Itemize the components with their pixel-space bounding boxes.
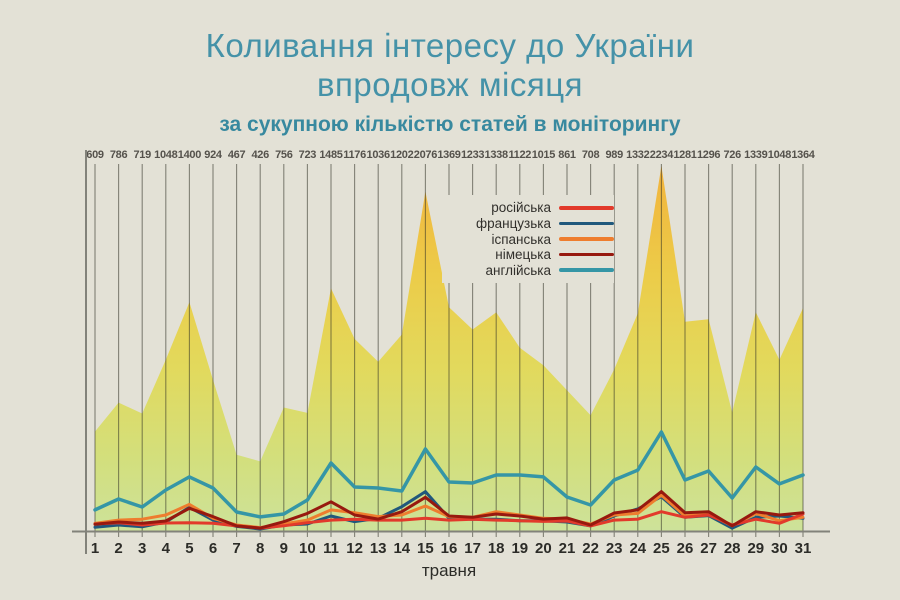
page-title-line2: впродовж місяця	[316, 66, 584, 103]
total-value-label: 861	[558, 149, 576, 161]
day-label: 10	[299, 540, 316, 557]
day-label: 17	[464, 540, 481, 557]
total-value-label: 1048	[154, 149, 177, 161]
legend-item-english: англійська	[442, 262, 614, 278]
legend-item-german: німецька	[442, 247, 614, 263]
total-value-label: 708	[582, 149, 600, 161]
total-value-label: 1015	[532, 149, 555, 161]
day-label: 26	[677, 540, 694, 557]
total-value-label: 924	[204, 149, 223, 161]
day-label: 14	[393, 540, 410, 557]
total-value-label: 1339	[744, 149, 767, 161]
day-label: 5	[185, 540, 193, 557]
total-value-label: 719	[133, 149, 151, 161]
legend-swatch	[559, 268, 614, 272]
legend-item-spanish: іспанська	[442, 231, 614, 247]
day-label: 18	[488, 540, 505, 557]
day-label: 2	[114, 540, 122, 557]
title-block: Коливання інтересу до України впродовж м…	[0, 26, 900, 137]
total-value-label: 723	[299, 149, 317, 161]
day-label: 9	[280, 540, 288, 557]
x-axis-title: травня	[421, 561, 477, 580]
day-label: 7	[232, 540, 240, 557]
day-label: 27	[700, 540, 717, 557]
day-label: 20	[535, 540, 552, 557]
day-label: 29	[747, 540, 764, 557]
total-value-label: 1122	[508, 149, 531, 161]
total-value-label: 1369	[437, 149, 460, 161]
total-value-label: 989	[605, 149, 623, 161]
total-value-label: 1485	[319, 149, 342, 161]
total-value-label: 1296	[697, 149, 720, 161]
legend-label: російська	[491, 200, 551, 216]
day-label: 4	[162, 540, 171, 557]
legend-item-french: французька	[442, 216, 614, 232]
page-title-line1: Коливання інтересу до України	[205, 27, 695, 64]
total-value-label: 1233	[461, 149, 484, 161]
total-value-label: 1036	[367, 149, 390, 161]
total-value-label: 1281	[673, 149, 696, 161]
total-value-label: 1048	[768, 149, 791, 161]
day-label: 24	[629, 540, 646, 557]
day-label: 19	[511, 540, 528, 557]
day-label: 16	[441, 540, 458, 557]
day-label: 30	[771, 540, 788, 557]
page-subtitle: за сукупною кількістю статей в моніторин…	[219, 113, 681, 136]
legend-label: іспанська	[491, 231, 551, 247]
legend-swatch	[559, 252, 614, 257]
total-value-label: 756	[275, 149, 293, 161]
legend-label: німецька	[495, 247, 551, 263]
total-value-label: 726	[723, 149, 741, 161]
day-label: 25	[653, 540, 670, 557]
day-label: 22	[582, 540, 599, 557]
total-value-label: 1400	[178, 149, 201, 161]
legend-swatch	[559, 206, 614, 210]
legend-label: англійська	[485, 262, 551, 278]
day-label: 13	[370, 540, 387, 557]
day-label: 3	[138, 540, 146, 557]
legend-label: французька	[476, 215, 551, 231]
day-label: 15	[417, 540, 434, 557]
day-label: 8	[256, 540, 264, 557]
total-value-label: 786	[110, 149, 128, 161]
total-value-label: 467	[228, 149, 246, 161]
total-value-label: 426	[251, 149, 269, 161]
legend-item-russian: російська	[442, 200, 614, 216]
series-line-russian	[93, 510, 805, 530]
series-line-german	[93, 490, 805, 530]
day-label: 21	[559, 540, 576, 557]
day-label: 1	[91, 540, 99, 557]
series-line-english	[93, 430, 805, 519]
day-label: 11	[323, 540, 339, 557]
legend-swatch	[559, 237, 614, 241]
total-value-label: 1338	[485, 149, 508, 161]
legend-swatch	[559, 221, 614, 226]
total-value-label: 1364	[791, 149, 815, 161]
day-label: 31	[795, 540, 812, 557]
total-value-label: 2076	[414, 149, 437, 161]
day-label: 12	[346, 540, 363, 557]
day-label: 6	[209, 540, 217, 557]
total-value-label: 1332	[626, 149, 649, 161]
total-value-label: 609	[86, 149, 104, 161]
day-label: 28	[724, 540, 741, 557]
total-value-label: 2234	[650, 149, 674, 161]
total-value-label: 1202	[390, 149, 413, 161]
total-value-label: 1176	[343, 149, 366, 161]
day-label: 23	[606, 540, 623, 557]
chart-legend: російська французька іспанська німецька англ…	[442, 195, 614, 283]
